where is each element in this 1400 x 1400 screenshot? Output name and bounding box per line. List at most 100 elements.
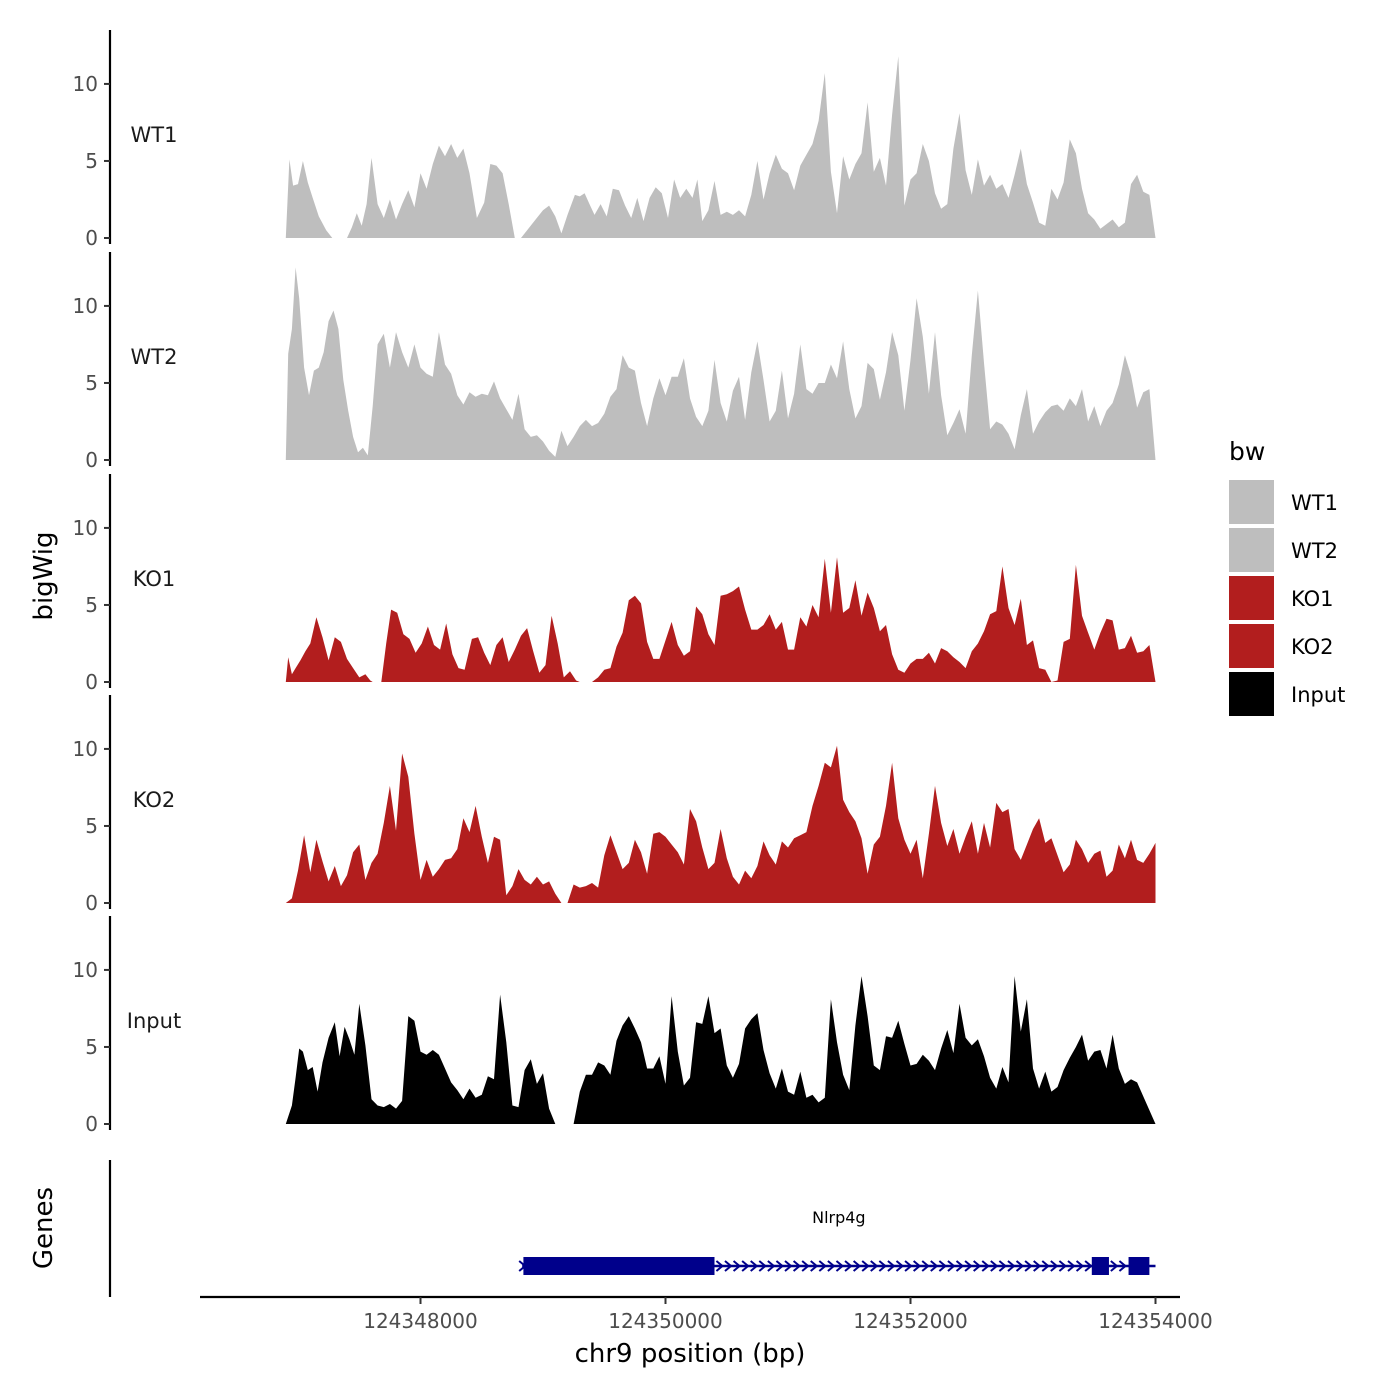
y-tick-label: 10	[73, 72, 98, 96]
y-tick-label: 10	[73, 294, 98, 318]
coverage-panels: 0 5 10 WT1 0 5 10 WT2 0 5 10 KO1 0 5 10 KO2 0 5 10 Input	[73, 30, 1156, 1136]
strand-arrow	[887, 1260, 896, 1272]
coverage-area-Input	[285, 994, 556, 1124]
strand-arrow	[861, 1260, 870, 1272]
gene-track: Nlrp4g	[108, 1160, 1156, 1297]
panel-KO1: 0 5 10 KO1	[73, 474, 1156, 694]
strand-arrow	[938, 1260, 947, 1272]
y-tick-label: 0	[85, 891, 98, 915]
y-tick-label: 5	[85, 814, 98, 838]
y-tick-label: 0	[85, 226, 98, 250]
strand-arrow	[1041, 1260, 1050, 1272]
strand-arrow	[1015, 1260, 1025, 1272]
coverage-area-Input	[573, 976, 1156, 1124]
legend-label: Input	[1291, 683, 1345, 707]
strand-arrow	[1118, 1260, 1127, 1272]
legend-label: WT2	[1291, 539, 1338, 563]
panel-WT2: 0 5 10 WT2	[73, 252, 1156, 472]
y-tick-label: 0	[85, 448, 98, 472]
y-tick-label: 10	[73, 737, 98, 761]
strand-arrow	[732, 1260, 742, 1272]
strand-arrow	[1075, 1260, 1085, 1272]
coverage-area-WT1	[347, 144, 515, 238]
strand-arrow	[792, 1260, 802, 1272]
strand-arrow	[1033, 1260, 1042, 1272]
y-axis-title: bigWig	[29, 531, 59, 620]
strand-arrow	[1110, 1260, 1119, 1272]
strand-arrow	[784, 1260, 793, 1272]
strand-arrow	[715, 1260, 724, 1272]
strand-arrow	[818, 1260, 827, 1272]
strand-arrow	[921, 1260, 930, 1272]
strand-arrow	[955, 1260, 965, 1272]
coverage-area-WT2	[285, 267, 1156, 460]
panel-label: KO1	[133, 567, 176, 591]
coverage-area-WT1	[285, 159, 333, 238]
coverage-area-KO2	[567, 745, 1156, 903]
x-tick-label: 124352000	[853, 1309, 968, 1333]
panel-KO2: 0 5 10 KO2	[73, 695, 1156, 915]
strand-arrow	[930, 1260, 939, 1272]
strand-arrow	[758, 1260, 767, 1272]
strand-arrow	[1007, 1260, 1016, 1272]
strand-arrow	[947, 1260, 956, 1272]
legend-swatch-WT1	[1229, 480, 1274, 524]
panel-label: Input	[127, 1009, 181, 1033]
legend-swatch-WT2	[1229, 528, 1274, 572]
legend: bw WT1 WT2 KO1 KO2 Input	[1229, 437, 1345, 716]
coverage-area-WT1	[521, 56, 1156, 239]
strand-arrow	[1024, 1260, 1033, 1272]
legend-label: WT1	[1291, 491, 1338, 515]
panel-label: KO2	[133, 788, 176, 812]
y-tick-label: 5	[85, 593, 98, 617]
strand-arrow	[844, 1260, 853, 1272]
strand-arrow	[1084, 1260, 1093, 1272]
y-tick-label: 5	[85, 149, 98, 173]
gene-exon	[523, 1257, 715, 1275]
genes-track-title: Genes	[29, 1187, 59, 1269]
strand-arrow	[878, 1260, 887, 1272]
legend-title: bw	[1229, 437, 1265, 466]
legend-swatch-Input	[1229, 672, 1274, 716]
panel-label: WT2	[131, 345, 178, 369]
strand-arrow	[1067, 1260, 1076, 1272]
x-axis: 124348000 124350000 124352000 124354000	[200, 1295, 1213, 1333]
gene-exon	[1128, 1257, 1150, 1275]
strand-arrow	[775, 1260, 784, 1272]
y-tick-label: 10	[73, 958, 98, 982]
strand-arrow	[801, 1260, 810, 1272]
strand-arrow	[1050, 1260, 1059, 1272]
strand-arrow	[904, 1260, 913, 1272]
strand-arrow	[767, 1260, 776, 1272]
strand-arrow	[827, 1260, 836, 1272]
coverage-area-KO1	[381, 609, 580, 682]
strand-arrow	[895, 1260, 905, 1272]
x-axis-title: chr9 position (bp)	[575, 1339, 806, 1369]
coverage-area-KO1	[592, 557, 1156, 682]
y-tick-label: 5	[85, 1035, 98, 1059]
strand-arrow	[1058, 1260, 1067, 1272]
x-tick-label: 124354000	[1098, 1309, 1213, 1333]
gene-exon	[1091, 1257, 1109, 1275]
strand-arrow	[912, 1260, 922, 1272]
strand-arrow	[724, 1260, 733, 1272]
strand-arrow	[741, 1260, 750, 1272]
y-tick-label: 0	[85, 670, 98, 694]
legend-swatch-KO1	[1229, 576, 1274, 620]
gene-name-label: Nlrp4g	[812, 1208, 865, 1227]
strand-arrow	[870, 1260, 879, 1272]
coverage-area-KO2	[285, 753, 562, 903]
strand-arrow	[518, 1260, 527, 1272]
x-tick-label: 124350000	[608, 1309, 723, 1333]
y-tick-label: 0	[85, 1112, 98, 1136]
strand-arrow	[964, 1260, 973, 1272]
legend-label: KO2	[1291, 635, 1334, 659]
panel-label: WT1	[131, 123, 178, 147]
panel-Input: 0 5 10 Input	[73, 916, 1156, 1136]
strand-arrow	[835, 1260, 845, 1272]
legend-label: KO1	[1291, 587, 1334, 611]
strand-arrow	[810, 1260, 819, 1272]
panel-WT1: 0 5 10 WT1	[73, 30, 1156, 250]
x-tick-label: 124348000	[363, 1309, 478, 1333]
